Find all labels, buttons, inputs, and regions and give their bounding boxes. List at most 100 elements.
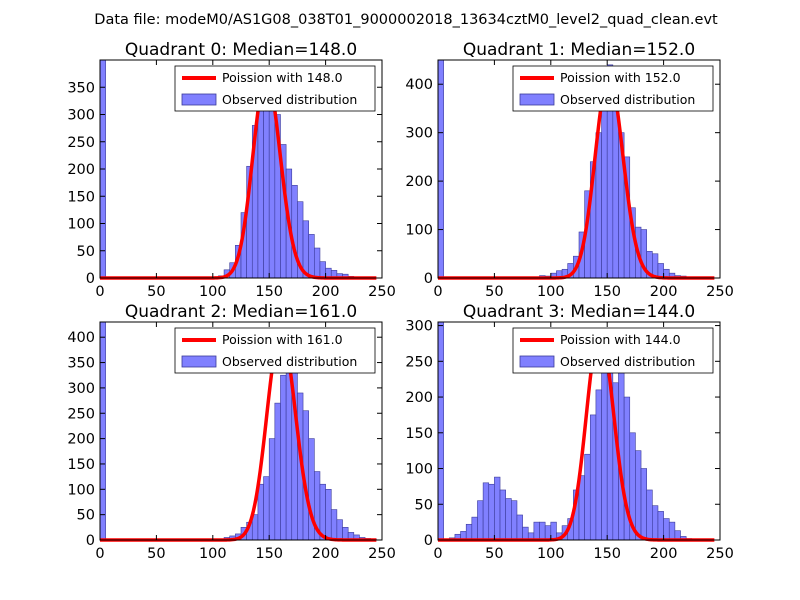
histogram-bar	[488, 483, 495, 541]
legend-curve-label: Poission with 161.0	[222, 332, 343, 347]
x-tick-label: 200	[650, 284, 678, 300]
tick-labels: 0 50 100 150 200 250 0 50 100 150 200 250 300 350 400	[67, 330, 396, 562]
legend-bar-swatch	[181, 355, 217, 368]
histogram-bar	[437, 321, 444, 541]
x-tick-label: 250	[368, 284, 396, 300]
histogram-bar	[668, 521, 676, 541]
histogram-bar	[257, 483, 264, 541]
axes-frame	[99, 321, 383, 541]
x-tick-label: 150	[255, 284, 283, 300]
y-tick-label: 200	[67, 162, 95, 178]
y-tick-label: 300	[67, 108, 95, 124]
x-tick-label: 0	[433, 284, 442, 300]
y-tick-label: 100	[405, 462, 433, 478]
y-tick-label: 400	[67, 330, 95, 346]
x-tick-label: 200	[312, 284, 340, 300]
x-tick-label: 200	[650, 546, 678, 562]
y-tick-label: 200	[405, 390, 433, 406]
legend-curve-label: Poission with 152.0	[560, 70, 681, 85]
histogram-bar	[640, 468, 647, 541]
y-tick-label: 300	[405, 319, 433, 335]
histogram-bar	[314, 247, 321, 279]
panel-title: Quadrant 0: Median=148.0	[125, 40, 357, 60]
histogram-bar	[601, 86, 608, 279]
legend: Poission with 148.0 Observed distributio…	[174, 65, 376, 112]
tick-marks	[99, 60, 383, 279]
histogram-bar	[274, 402, 281, 541]
histogram-bar	[584, 453, 591, 541]
x-tick-label: 0	[433, 546, 442, 562]
histogram-bar	[494, 476, 501, 541]
histogram-bar	[646, 489, 653, 541]
x-tick-label: 50	[147, 546, 165, 562]
y-tick-label: 0	[86, 533, 95, 549]
y-tick-label: 250	[67, 135, 95, 151]
histogram-bar	[268, 438, 276, 541]
histogram-bar	[544, 525, 552, 541]
histogram-bar	[657, 511, 664, 541]
histogram-bar	[268, 92, 276, 279]
y-tick-label: 250	[67, 406, 95, 422]
tick-labels: 0 50 100 150 200 250 0 50 100 150 200 250 300 350	[67, 80, 396, 300]
legend: Poission with 144.0 Observed distributio…	[512, 327, 714, 374]
y-tick-label: 0	[424, 271, 433, 287]
histogram-bar	[505, 498, 512, 541]
figure-suptitle: Data file: modeM0/AS1G08_038T01_90000020…	[94, 12, 718, 28]
histogram-bar	[635, 450, 642, 541]
histogram-bar	[663, 518, 670, 541]
histogram-bar	[308, 234, 315, 279]
y-tick-label: 100	[67, 482, 95, 498]
y-tick-label: 200	[67, 432, 95, 448]
x-tick-label: 50	[485, 546, 503, 562]
y-tick-label: 0	[424, 533, 433, 549]
y-tick-label: 50	[415, 497, 433, 513]
y-tick-label: 350	[67, 356, 95, 372]
legend-bar-label: Observed distribution	[560, 354, 695, 369]
histogram-bar	[522, 526, 529, 541]
tick-marks	[437, 60, 721, 279]
x-tick-label: 50	[485, 284, 503, 300]
x-tick-label: 150	[255, 546, 283, 562]
x-tick-label: 100	[199, 546, 227, 562]
histogram-bar	[539, 521, 546, 541]
tick-marks	[437, 322, 721, 541]
histogram-bar	[589, 414, 597, 541]
histogram-bar	[533, 521, 540, 541]
x-tick-label: 50	[147, 284, 165, 300]
histogram-bar	[437, 59, 444, 279]
y-tick-label: 100	[67, 217, 95, 233]
y-tick-label: 150	[405, 426, 433, 442]
y-tick-label: 150	[67, 189, 95, 205]
legend-bar-swatch	[181, 93, 217, 106]
histogram-bars	[99, 321, 377, 541]
legend-bar-label: Observed distribution	[222, 354, 357, 369]
x-tick-label: 0	[95, 284, 104, 300]
x-tick-label: 200	[312, 546, 340, 562]
histogram-bar	[499, 489, 506, 541]
axes-frame	[437, 321, 721, 541]
histogram-bar	[291, 185, 298, 279]
panel-title: Quadrant 1: Median=152.0	[463, 40, 695, 60]
y-tick-label: 150	[67, 457, 95, 473]
tick-marks	[99, 322, 383, 541]
x-tick-label: 100	[537, 284, 565, 300]
x-tick-label: 100	[199, 284, 227, 300]
x-tick-label: 250	[706, 284, 734, 300]
histogram-bar	[550, 521, 557, 541]
panel-quadrant-1: Quadrant 1: Median=152.0 0 50 100 150 200 250…	[405, 40, 734, 300]
legend-curve-label: Poission with 144.0	[560, 332, 681, 347]
histogram-bar	[516, 514, 523, 541]
y-tick-label: 300	[67, 381, 95, 397]
y-tick-label: 300	[405, 126, 433, 142]
histogram-bar	[652, 505, 659, 541]
histogram-bar	[595, 389, 602, 541]
y-tick-label: 50	[77, 244, 95, 260]
y-tick-label: 250	[405, 354, 433, 370]
panel-quadrant-2: Quadrant 2: Median=161.0 0 50 100 150 200 250…	[67, 302, 396, 562]
legend-bar-swatch	[519, 355, 555, 368]
y-tick-label: 200	[405, 174, 433, 190]
histogram-bar	[280, 374, 287, 541]
legend: Poission with 152.0 Observed distributio…	[512, 65, 714, 112]
y-tick-label: 100	[405, 223, 433, 239]
histogram-bar	[471, 516, 478, 541]
